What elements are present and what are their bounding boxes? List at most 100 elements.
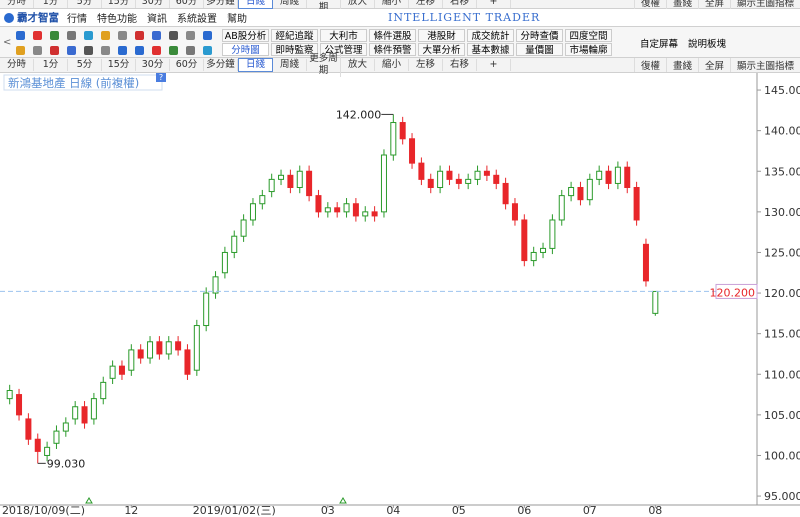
menu-item[interactable]: 特色功能 — [97, 14, 137, 25]
period-button[interactable]: 60分 — [170, 59, 204, 71]
candle-body — [249, 203, 256, 221]
period-button[interactable]: 日綫 — [238, 58, 273, 72]
tool-button[interactable]: 基本數據 — [467, 43, 514, 56]
period-button[interactable]: 更多周期 — [307, 0, 341, 14]
tool-icon[interactable] — [135, 46, 144, 55]
tool-icon[interactable] — [152, 31, 161, 40]
tool-button[interactable]: 四度空間 — [565, 29, 612, 42]
tool-icon[interactable] — [203, 31, 212, 40]
tool-button[interactable]: AB股分析 — [222, 29, 269, 42]
tool-icon[interactable] — [16, 31, 25, 40]
period-button[interactable]: 更多周期 — [307, 53, 341, 77]
tool-button[interactable]: 成交統計 — [467, 29, 514, 42]
period-button[interactable]: 5分 — [68, 59, 102, 71]
period-button[interactable]: 周綫 — [273, 59, 307, 71]
tool-button[interactable]: 說明板塊 — [688, 39, 727, 50]
period-button[interactable]: 左移 — [409, 59, 443, 71]
period-button[interactable]: 分時 — [0, 0, 34, 8]
y-tick-label: 130.00 — [764, 206, 800, 219]
nav-arrow[interactable]: < — [3, 37, 12, 48]
tool-icon[interactable] — [169, 46, 178, 55]
tool-icon[interactable] — [118, 31, 127, 40]
tool-icon[interactable] — [33, 46, 42, 55]
period-button[interactable]: 15分 — [102, 0, 136, 8]
candle-body — [380, 154, 387, 213]
period-button[interactable]: 放大 — [341, 0, 375, 8]
tool-icon[interactable] — [84, 46, 93, 55]
help-text[interactable]: ? — [159, 73, 163, 82]
menu-item[interactable]: 行情 — [67, 14, 87, 25]
period-button[interactable]: 右移 — [443, 59, 477, 71]
tool-icon[interactable] — [203, 46, 212, 55]
menu-item[interactable]: 系統設置 — [177, 14, 217, 25]
right-button[interactable]: 顯示主圖指標 — [729, 0, 800, 9]
period-button[interactable]: 右移 — [443, 0, 477, 8]
tool-icon[interactable] — [169, 31, 178, 40]
menu-item[interactable]: 資訊 — [147, 14, 167, 25]
period-button[interactable]: 日綫 — [238, 0, 273, 9]
period-button[interactable]: 左移 — [409, 0, 443, 8]
right-button[interactable]: 顯示主圖指標 — [729, 58, 800, 72]
right-button[interactable]: 全屏 — [697, 58, 730, 72]
tool-button[interactable]: 大單分析 — [418, 43, 465, 56]
right-button[interactable]: 畫綫 — [665, 58, 698, 72]
tool-button[interactable]: 條件選股 — [369, 29, 416, 42]
period-button[interactable]: 放大 — [341, 59, 375, 71]
right-button[interactable]: 畫綫 — [665, 0, 698, 9]
menu-item[interactable]: 幫助 — [227, 14, 247, 25]
tool-icon[interactable] — [186, 46, 195, 55]
period-button[interactable]: 分時 — [0, 59, 34, 71]
period-button[interactable]: 多分鐘 — [204, 0, 238, 8]
tool-button[interactable]: 分時查價 — [516, 29, 563, 42]
tool-icon[interactable] — [186, 31, 195, 40]
period-button[interactable]: 縮小 — [375, 0, 409, 8]
tool-icon[interactable] — [84, 31, 93, 40]
period-button[interactable]: 30分 — [136, 0, 170, 8]
tool-button[interactable]: 自定屏幕 — [640, 39, 679, 50]
period-button[interactable]: 30分 — [136, 59, 170, 71]
tool-icon[interactable] — [135, 31, 144, 40]
period-button[interactable]: 縮小 — [375, 59, 409, 71]
right-button[interactable]: 全屏 — [697, 0, 730, 9]
candle-body — [128, 349, 135, 371]
tool-button[interactable]: 市場輪廓 — [565, 43, 612, 56]
tool-icon[interactable] — [33, 31, 42, 40]
tool-button[interactable]: 分時圖 — [222, 43, 269, 56]
tool-icon[interactable] — [50, 46, 59, 55]
tool-icon[interactable] — [101, 31, 110, 40]
tool-button[interactable]: 港股財務... — [418, 29, 465, 55]
tool-icon[interactable] — [118, 46, 127, 55]
candle-body — [44, 446, 51, 456]
period-button[interactable]: 1分 — [34, 59, 68, 71]
period-button[interactable]: 5分 — [68, 0, 102, 8]
period-button[interactable]: 多分鐘 — [204, 59, 238, 71]
tool-button[interactable]: 條件預警 — [369, 43, 416, 56]
period-button[interactable]: 15分 — [102, 59, 136, 71]
period-button[interactable]: + — [477, 0, 511, 8]
right-button[interactable]: 復權 — [633, 58, 666, 72]
candle-body — [633, 186, 640, 221]
candle-body — [446, 170, 453, 180]
x-tick-label: 07 — [583, 504, 597, 517]
period-button[interactable]: 1分 — [34, 0, 68, 8]
tool-button[interactable]: 公式管理 — [320, 43, 367, 56]
candle-body — [231, 235, 238, 253]
tool-icon[interactable] — [101, 46, 110, 55]
tool-button[interactable]: 經紀追蹤 — [271, 29, 318, 42]
tool-icon[interactable] — [50, 31, 59, 40]
tool-button[interactable]: 量價圖 — [516, 43, 563, 56]
period-button[interactable]: 60分 — [170, 0, 204, 8]
tool-button[interactable]: 即時監察 — [271, 43, 318, 56]
tool-button[interactable]: 大利市 — [320, 29, 367, 42]
tool-icon[interactable] — [152, 46, 161, 55]
tool-icon[interactable] — [67, 31, 76, 40]
right-button[interactable]: 復權 — [633, 0, 666, 9]
tool-icon[interactable] — [16, 46, 25, 55]
tool-icon[interactable] — [67, 46, 76, 55]
candle-body — [268, 178, 275, 193]
period-button[interactable]: + — [477, 59, 511, 71]
x-tick-label: 03 — [321, 504, 335, 517]
help-badge[interactable] — [156, 73, 166, 82]
candle-body — [221, 251, 228, 274]
period-button[interactable]: 周綫 — [273, 0, 307, 8]
